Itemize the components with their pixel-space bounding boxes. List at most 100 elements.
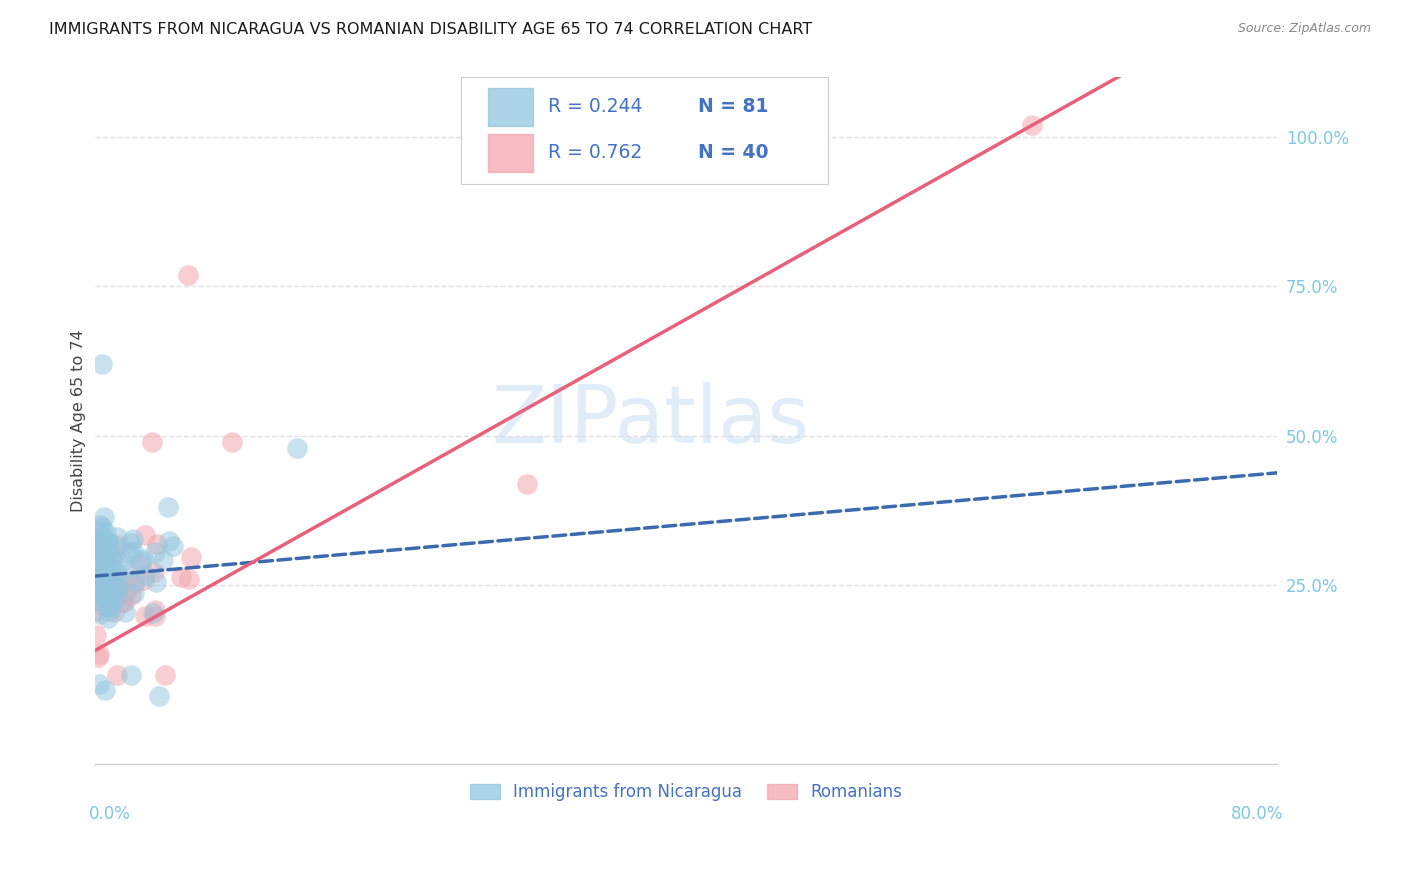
Point: [134, 528, 156, 542]
Point: [101, 586, 124, 600]
Text: R = 0.244: R = 0.244: [547, 97, 643, 117]
Point: [96, 535, 118, 549]
Point: [179, 572, 201, 586]
Point: [93, 569, 115, 583]
Point: [141, 434, 163, 449]
Point: [93, 533, 115, 547]
Point: [143, 545, 166, 559]
Point: [87, 524, 110, 539]
Point: [97, 535, 120, 549]
Point: [93, 589, 115, 603]
Point: [118, 545, 141, 559]
Point: [112, 595, 135, 609]
Point: [117, 563, 139, 577]
Text: 0.0%: 0.0%: [89, 805, 131, 823]
Point: [145, 609, 167, 624]
Point: [87, 676, 110, 690]
Point: [105, 580, 128, 594]
Point: [93, 541, 115, 556]
Point: [97, 599, 120, 613]
Point: [285, 441, 308, 455]
Point: [124, 574, 146, 589]
Point: [89, 607, 111, 622]
Point: [162, 539, 184, 553]
Point: [134, 609, 156, 624]
Point: [100, 574, 122, 589]
Point: [155, 667, 177, 681]
Point: [104, 539, 127, 553]
Point: [152, 552, 174, 566]
Point: [87, 586, 110, 600]
Point: [93, 578, 115, 592]
Point: [94, 543, 117, 558]
Point: [93, 556, 115, 570]
Point: [84, 577, 107, 591]
Point: [145, 537, 167, 551]
Point: [90, 559, 112, 574]
Point: [91, 520, 114, 534]
Point: [100, 559, 122, 574]
Point: [170, 570, 193, 584]
Point: [157, 534, 180, 549]
Point: [87, 541, 110, 555]
Point: [120, 588, 142, 602]
Point: [90, 531, 112, 545]
Point: [103, 591, 125, 606]
FancyBboxPatch shape: [488, 88, 533, 126]
Point: [115, 585, 138, 599]
Point: [93, 510, 115, 524]
Point: [93, 589, 115, 603]
Point: [91, 591, 114, 605]
Point: [129, 554, 152, 568]
Text: 80.0%: 80.0%: [1232, 805, 1284, 823]
Point: [516, 476, 538, 491]
Point: [97, 611, 120, 625]
Text: N = 40: N = 40: [697, 144, 768, 162]
Point: [145, 574, 167, 589]
Point: [121, 544, 143, 558]
Point: [124, 586, 146, 600]
Point: [96, 556, 118, 570]
Point: [100, 586, 122, 600]
Y-axis label: Disability Age 65 to 74: Disability Age 65 to 74: [72, 329, 86, 512]
Point: [86, 556, 108, 570]
Point: [90, 576, 112, 591]
FancyBboxPatch shape: [488, 134, 533, 172]
Point: [87, 533, 110, 547]
Point: [86, 650, 108, 665]
Point: [97, 604, 120, 618]
Point: [180, 549, 202, 564]
Point: [86, 541, 108, 556]
Text: ZIPatlas: ZIPatlas: [492, 382, 810, 460]
Point: [148, 689, 170, 703]
Point: [90, 551, 112, 566]
Text: Source: ZipAtlas.com: Source: ZipAtlas.com: [1237, 22, 1371, 36]
Point: [105, 588, 128, 602]
Point: [142, 607, 165, 621]
Point: [143, 566, 166, 580]
Point: [89, 537, 111, 551]
Point: [94, 563, 117, 577]
Point: [124, 576, 146, 591]
Point: [89, 597, 111, 611]
Point: [97, 534, 120, 549]
Point: [143, 603, 166, 617]
Point: [156, 500, 179, 515]
Point: [112, 595, 135, 609]
Point: [89, 647, 111, 661]
Point: [1021, 118, 1043, 132]
Point: [129, 558, 152, 572]
Point: [84, 556, 107, 570]
Text: IMMIGRANTS FROM NICARAGUA VS ROMANIAN DISABILITY AGE 65 TO 74 CORRELATION CHART: IMMIGRANTS FROM NICARAGUA VS ROMANIAN DI…: [49, 22, 813, 37]
Point: [122, 532, 145, 546]
Point: [107, 580, 129, 594]
Text: R = 0.762: R = 0.762: [547, 144, 643, 162]
Point: [93, 549, 115, 563]
Point: [114, 574, 136, 588]
Point: [105, 667, 128, 681]
Point: [112, 554, 135, 568]
Point: [101, 549, 124, 564]
Point: [120, 536, 142, 550]
Point: [89, 518, 111, 533]
Point: [86, 592, 108, 607]
